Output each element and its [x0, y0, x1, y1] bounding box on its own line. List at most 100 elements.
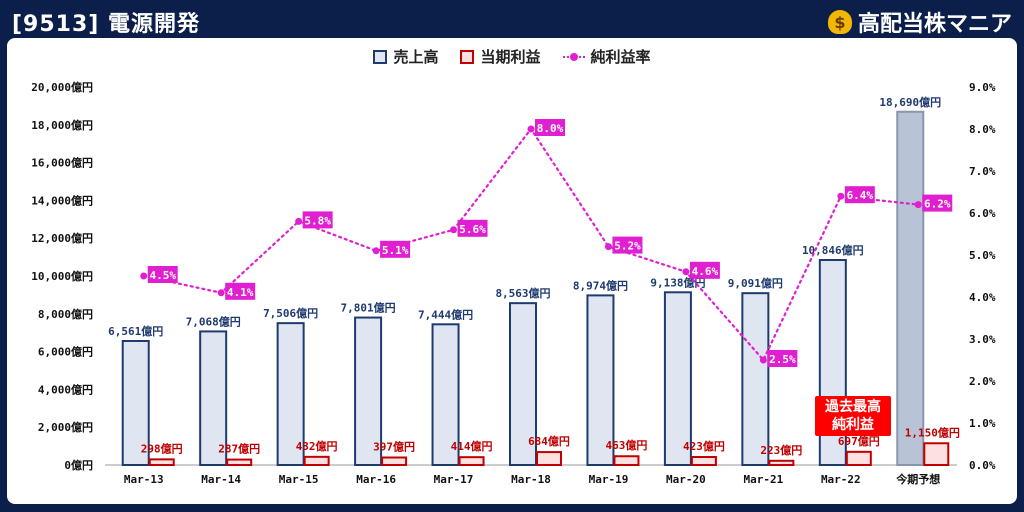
profit-bar — [613, 455, 640, 466]
y-right-tick-label: 0.0% — [969, 459, 996, 472]
rate-data-label: 6.2% — [924, 198, 951, 211]
rate-label-box — [380, 240, 411, 258]
profit-data-label: 432億円 — [296, 439, 338, 453]
y-left-tick-label: 10,000億円 — [31, 269, 93, 283]
revenue-data-label: 8,563億円 — [495, 286, 550, 300]
y-right-tick-label: 4.0% — [969, 291, 996, 304]
revenue-bar — [199, 330, 228, 466]
profit-bar — [690, 456, 717, 467]
record-callout-line2: 純利益 — [832, 417, 874, 433]
revenue-bar — [354, 316, 383, 466]
rate-point — [140, 272, 148, 280]
rate-data-label: 4.6% — [692, 265, 719, 278]
profit-data-label: 423億円 — [683, 439, 725, 453]
x-tick-label: Mar-22 — [821, 473, 861, 486]
y-left-tick-label: 4,000億円 — [38, 382, 93, 396]
rate-point — [527, 125, 535, 133]
y-left-tick-label: 0億円 — [64, 458, 93, 472]
x-tick-label: Mar-15 — [279, 473, 319, 486]
rate-label-box — [225, 282, 256, 300]
revenue-data-label: 10,846億円 — [802, 243, 864, 257]
rate-label-box — [689, 261, 720, 279]
y-right-tick-label: 2.0% — [969, 375, 996, 388]
rate-data-label: 5.8% — [304, 214, 331, 227]
y-left-tick-label: 20,000億円 — [31, 80, 93, 94]
legend-swatch-revenue — [373, 49, 388, 64]
rate-label-box — [147, 266, 178, 283]
revenue-bar — [586, 294, 615, 466]
y-left-tick-label: 6,000億円 — [38, 345, 93, 359]
y-left-tick-label: 12,000億円 — [31, 231, 93, 245]
rate-point — [450, 226, 458, 234]
profit-data-label: 1,150億円 — [905, 425, 960, 439]
y-right-tick-label: 5.0% — [969, 249, 996, 262]
rate-point — [372, 247, 380, 255]
page-title: [9513] 電源開発 — [12, 12, 200, 37]
revenue-data-label: 9,091億円 — [728, 276, 783, 290]
rate-label-box — [457, 219, 488, 237]
revenue-bar — [741, 292, 770, 466]
profit-data-label: 298億円 — [141, 441, 183, 455]
profit-data-label: 463億円 — [606, 438, 648, 452]
x-tick-label: Mar-13 — [124, 473, 164, 486]
rate-point — [837, 192, 845, 200]
legend-label-revenue: 売上高 — [393, 48, 439, 66]
x-tick-label: Mar-16 — [356, 473, 396, 486]
money-bag-icon: $ — [827, 10, 852, 34]
rate-point — [682, 268, 690, 276]
rate-data-label: 4.1% — [227, 286, 254, 299]
y-right-tick-label: 1.0% — [969, 417, 996, 430]
profit-bar — [458, 456, 485, 467]
x-tick-label: Mar-20 — [666, 473, 706, 486]
revenue-bar — [276, 322, 305, 466]
profit-bar — [768, 459, 795, 467]
legend-item-revenue: 売上高 — [373, 46, 438, 67]
y-left-tick-label: 16,000億円 — [31, 156, 93, 170]
revenue-data-label: 18,690億円 — [879, 95, 941, 109]
revenue-data-label: 6,561億円 — [108, 324, 163, 338]
rate-data-label: 6.4% — [847, 189, 874, 202]
revenue-bar — [509, 302, 537, 466]
profit-data-label: 684億円 — [528, 434, 570, 448]
rate-label-box — [612, 236, 643, 254]
x-tick-label: Mar-19 — [589, 473, 629, 486]
profit-bar — [845, 450, 872, 466]
legend-swatch-profit — [460, 49, 475, 64]
x-tick-label: 今期予想 — [895, 472, 940, 486]
revenue-data-label: 7,506億円 — [263, 306, 318, 320]
y-left-tick-label: 8,000億円 — [38, 307, 93, 321]
combo-chart: 0億円 2,000億円 4,000億円 6,000億円 8,000億円 10,000億円 1… — [31, 80, 996, 486]
record-profit-callout: 過去最高 純利益 — [815, 396, 891, 436]
rate-data-label: 2.5% — [769, 353, 796, 366]
rate-label-box — [922, 194, 953, 212]
profit-data-label: 697億円 — [838, 434, 880, 448]
y-right-tick-label: 8.0% — [969, 123, 996, 136]
rate-label-box — [302, 211, 333, 229]
revenue-data-label: 7,444億円 — [418, 307, 473, 321]
y-right-tick-label: 9.0% — [969, 81, 996, 94]
revenue-bar — [431, 323, 460, 467]
profit-bar — [303, 455, 330, 467]
revenue-bar — [663, 291, 692, 466]
x-tick-label: Mar-14 — [201, 473, 241, 486]
profit-bar — [148, 458, 175, 466]
rate-data-label: 5.2% — [614, 240, 641, 253]
y-right-tick-label: 3.0% — [969, 333, 996, 346]
brand-logo: $ 高配当株マニア — [827, 6, 1012, 38]
rate-point — [604, 243, 612, 251]
profit-bar — [923, 442, 950, 467]
revenue-bar — [896, 110, 925, 466]
profit-bar — [226, 458, 253, 467]
rate-data-label: 5.6% — [459, 223, 486, 236]
x-tick-label: Mar-17 — [434, 473, 474, 486]
rate-data-label: 4.5% — [149, 269, 176, 282]
profit-data-label: 414億円 — [451, 439, 493, 453]
brand-name: 高配当株マニア — [857, 12, 1012, 37]
y-right-tick-label: 7.0% — [969, 165, 996, 178]
rate-point — [295, 217, 303, 225]
chart-legend: 売上高 当期利益 純利益率 — [7, 46, 1017, 67]
revenue-data-label: 8,974億円 — [573, 278, 628, 292]
rate-point — [759, 356, 767, 364]
rate-data-label: 5.1% — [382, 244, 409, 257]
